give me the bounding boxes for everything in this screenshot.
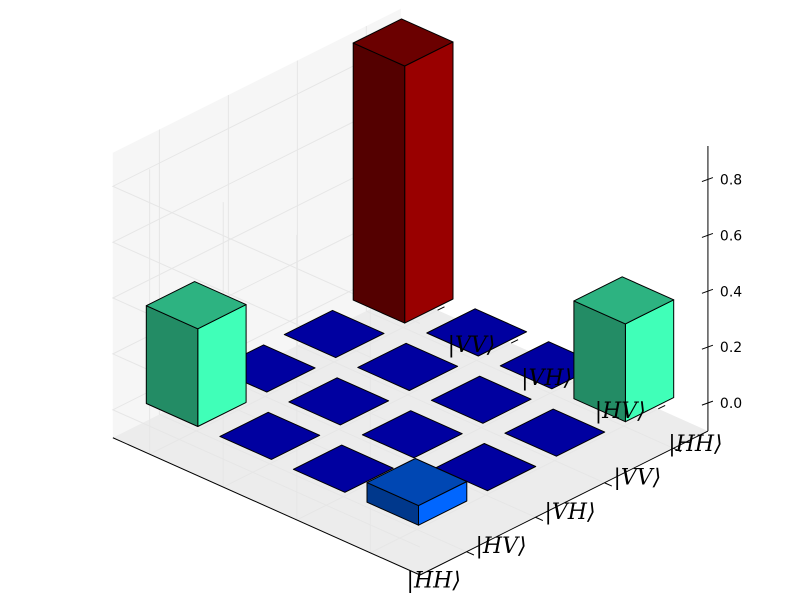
bar <box>292 444 394 493</box>
z-tick-label: 0.4 <box>720 284 742 300</box>
row-tick-label: |VH⟩ <box>521 366 572 391</box>
z-tick-label: 0.8 <box>720 173 742 189</box>
tick-labels: 0.0 0.2 0.4 0.6 0.8 |HH⟩ |HV⟩ |VH⟩ |VV⟩ |HH⟩ |HV⟩ |… <box>407 173 743 594</box>
bar-top <box>573 276 675 325</box>
gridline-z <box>111 41 421 324</box>
col-tick-label: |HH⟩ <box>407 569 461 594</box>
bar <box>573 276 675 423</box>
gridline-floor-row <box>296 375 585 521</box>
axis-line-cols <box>419 430 709 576</box>
bar-top <box>426 308 528 357</box>
gridline-floor-row <box>370 408 659 554</box>
col-tick-label: |VV⟩ <box>613 465 661 490</box>
gridline-floor-col <box>159 414 467 553</box>
gridline-floor-row <box>149 309 438 455</box>
bar <box>504 408 606 457</box>
bar <box>430 375 532 424</box>
bar-top <box>283 309 385 359</box>
bar <box>145 281 247 427</box>
bar-top <box>357 342 459 391</box>
bar <box>352 18 454 324</box>
bar-top <box>361 410 463 459</box>
z-tick-mark <box>701 177 714 183</box>
axis-line-rows <box>112 437 421 576</box>
col-tick-mark <box>535 516 544 521</box>
row-tick-label: |HV⟩ <box>595 399 646 424</box>
gridline-floor-col <box>228 379 536 518</box>
bar-top <box>366 458 468 507</box>
z-tick-mark <box>701 288 714 294</box>
bar <box>288 377 390 426</box>
z-tick-label: 0.2 <box>720 340 742 356</box>
row-tick-label: |VV⟩ <box>448 333 496 358</box>
col-tick-mark <box>673 447 682 453</box>
z-tick-mark <box>701 400 714 406</box>
bar-top <box>352 18 454 67</box>
col-tick-mark <box>604 482 613 487</box>
axis-lines <box>112 146 714 576</box>
bar-top <box>145 281 247 330</box>
gridline-floor-row <box>222 342 512 488</box>
bar <box>283 309 385 359</box>
gridline-z <box>111 265 421 548</box>
bar <box>426 308 528 357</box>
z-tick-mark <box>701 232 714 238</box>
bar-top <box>292 444 394 493</box>
col-tick-label: |HV⟩ <box>476 534 527 559</box>
bar <box>357 342 459 391</box>
col-tick-label: |VH⟩ <box>544 500 595 525</box>
z-tick-mark <box>701 344 714 350</box>
bar-top <box>288 377 390 426</box>
bar-top <box>430 375 532 424</box>
bars-group <box>145 18 675 526</box>
z-tick-label: 0.6 <box>720 228 742 244</box>
bar-face-left <box>352 42 406 324</box>
gridline-z <box>111 209 421 492</box>
z-tick-label: 0.0 <box>720 396 742 412</box>
bar-top <box>504 408 606 457</box>
bar <box>361 410 463 459</box>
row-tick-mark <box>658 404 666 410</box>
col-tick-mark <box>466 551 475 556</box>
row-tick-label: |HH⟩ <box>668 432 722 457</box>
gridline-floor-col <box>297 345 605 484</box>
bar-face-right <box>404 41 454 324</box>
row-tick-mark <box>510 339 519 344</box>
row-tick-mark <box>437 306 445 311</box>
gridline-floor-col <box>366 310 674 449</box>
bar <box>366 458 468 526</box>
bar-top <box>219 411 321 460</box>
bar <box>219 411 321 460</box>
